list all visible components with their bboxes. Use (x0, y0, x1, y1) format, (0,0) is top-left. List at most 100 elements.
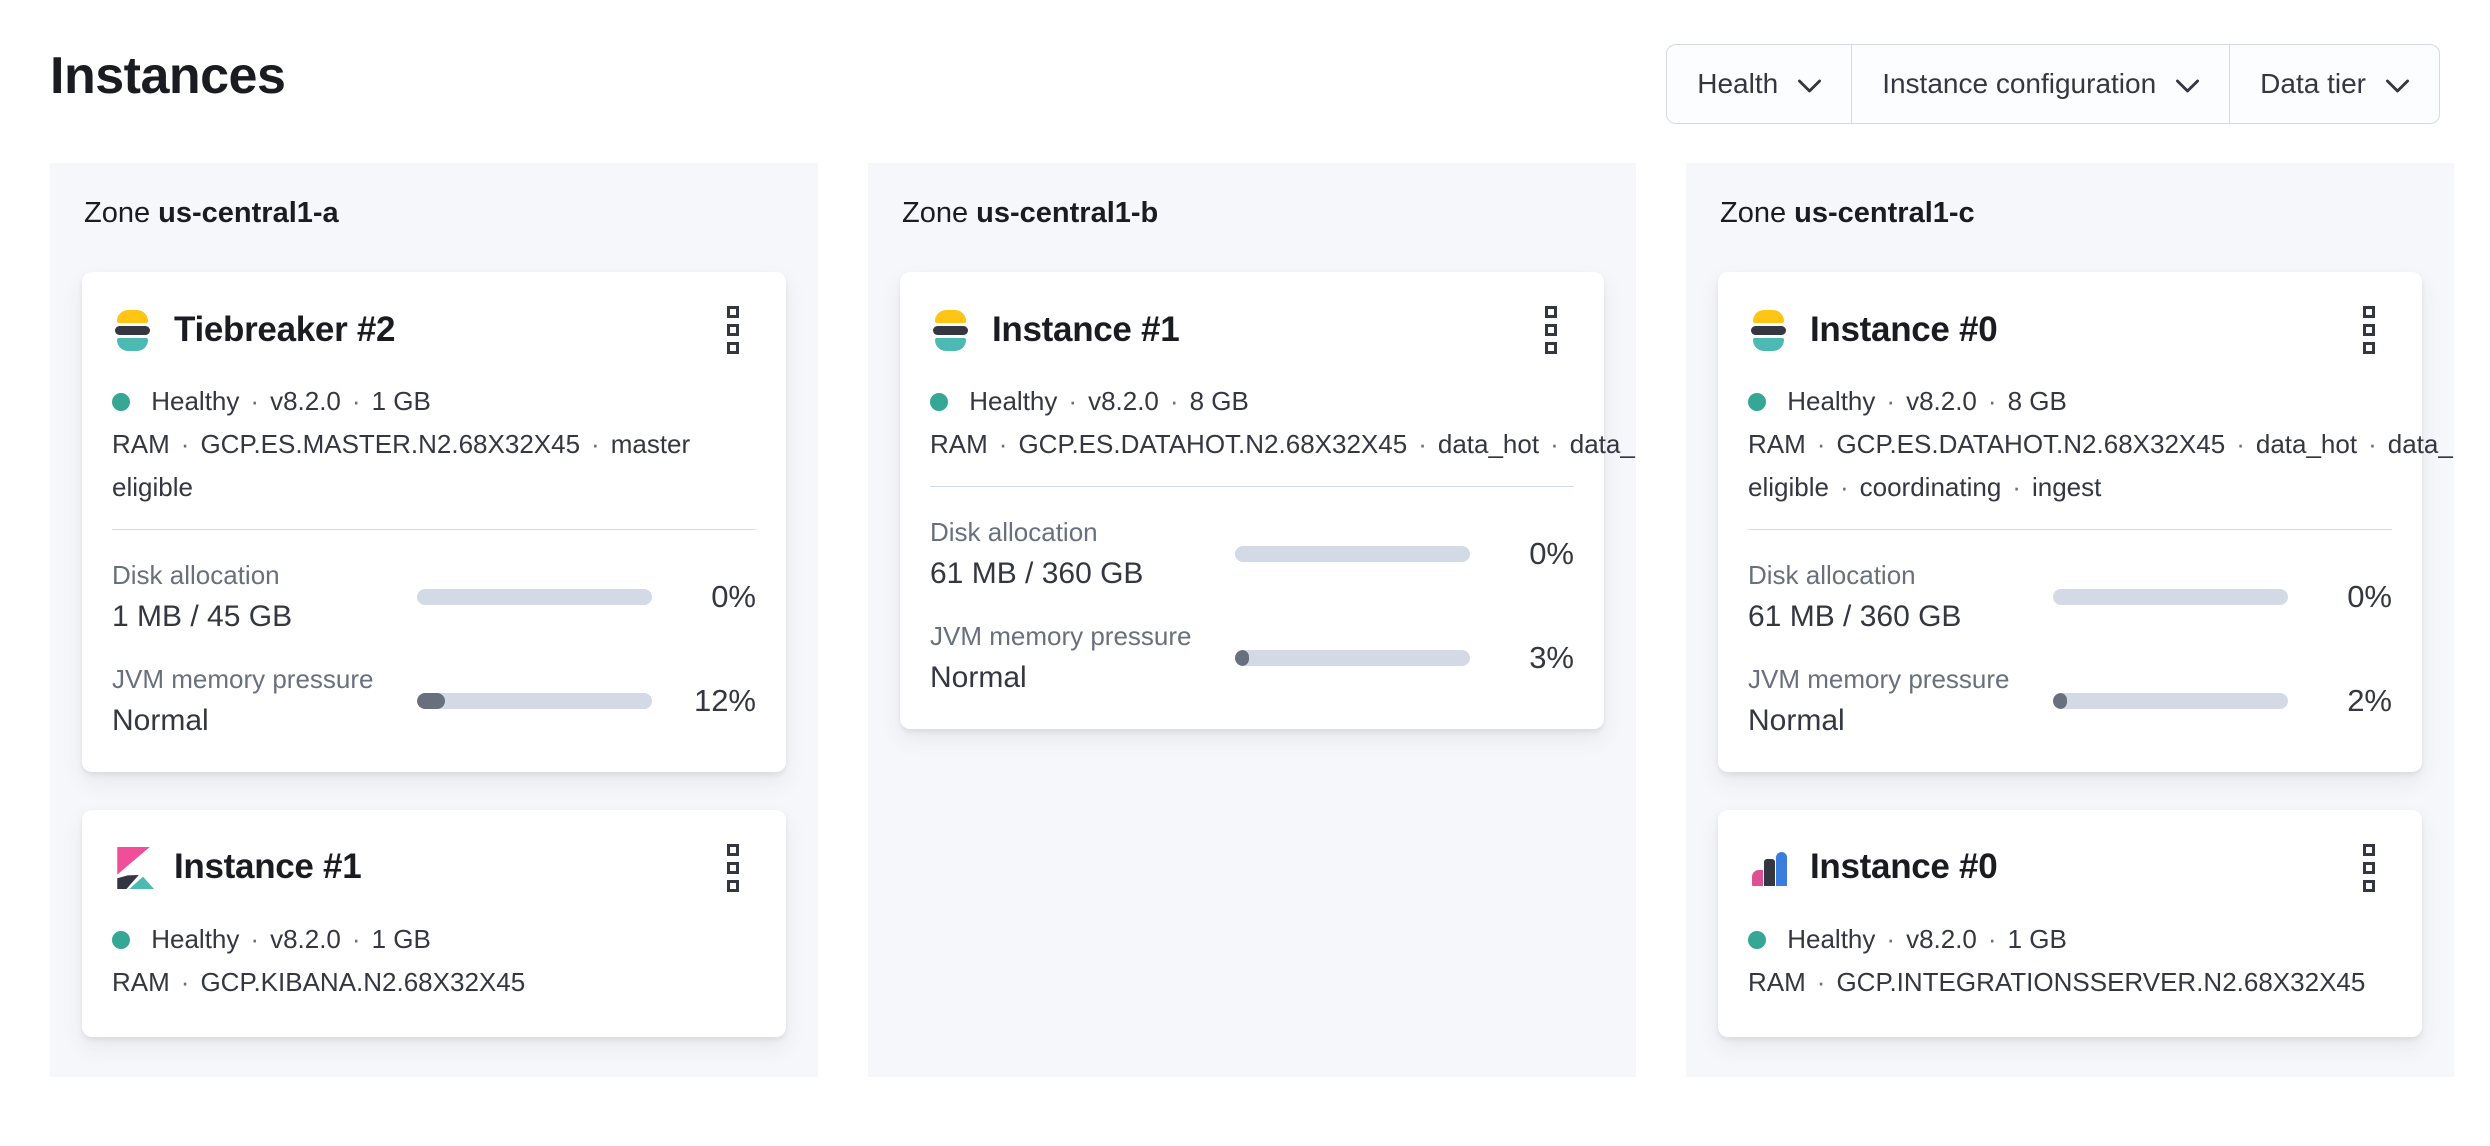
elasticsearch-icon (1748, 309, 1790, 351)
metrics: Disk allocation 61 MB / 360 GB 0% JVM me… (1748, 560, 2392, 738)
instance-menu-kebab-icon[interactable] (710, 842, 756, 894)
metric-row: Disk allocation 1 MB / 45 GB 0% (112, 560, 756, 634)
status-line: Healthy · v8.2.0 · 1 GB RAM · GCP.KIBANA.N2.68… (112, 918, 756, 1004)
instance-card: Instance #1 Healthy · v8.2.0 · 1 GB RAM · GCP.… (82, 809, 786, 1038)
dot-separator: · (180, 428, 190, 459)
zones: Zone us-central1-a Tiebreaker #2 (50, 163, 2454, 1077)
zone-panel: Zone us-central1-b Instance #1 (868, 163, 1636, 1077)
metric-bar-fill (1235, 649, 1249, 666)
status-item: 1 GB RAM (1748, 923, 2067, 997)
status-item: 8 GB RAM (1748, 386, 2067, 459)
instance-title: Tiebreaker #2 (174, 309, 396, 349)
metrics: Disk allocation 61 MB / 360 GB 0% JVM me… (930, 517, 1574, 695)
metric-bar-fill (2053, 692, 2067, 709)
zone-label: Zone us-central1-a (84, 197, 786, 230)
metric-label: Disk allocation (1748, 559, 1916, 590)
instance-menu-kebab-icon[interactable] (2346, 304, 2392, 356)
dot-separator: · (1550, 428, 1559, 459)
dot-separator: · (2012, 471, 2021, 502)
health-status-icon (112, 393, 130, 411)
status-item: coordinating (1859, 471, 2002, 502)
card-divider (1748, 528, 2392, 530)
zone-label-prefix: Zone (1720, 197, 1795, 229)
metric-progress-bar (2053, 588, 2288, 605)
metric-info: JVM memory pressure Normal (930, 621, 1235, 695)
dot-separator: · (1418, 428, 1427, 459)
dot-separator: · (1839, 471, 1849, 502)
dot-separator: · (180, 966, 190, 997)
metric-percent: 3% (1529, 639, 1574, 675)
dot-separator: · (351, 386, 361, 416)
metric-info: Disk allocation 1 MB / 45 GB (112, 560, 417, 634)
status-item: GCP.INTEGRATIONSSERVER.N2.68X32X45 (1836, 966, 2366, 997)
dot-separator: · (1886, 923, 1896, 954)
metric-progress-bar (417, 588, 652, 605)
filter-instance-configuration[interactable]: Instance configuration (1851, 45, 2229, 123)
status-item: Healthy (1787, 923, 1876, 954)
dot-separator: · (250, 386, 260, 416)
dot-separator: · (2236, 428, 2245, 459)
integrations-server-icon (1748, 847, 1790, 889)
health-status-icon (112, 930, 130, 949)
zone-panel: Zone us-central1-c Instance #0 (1686, 163, 2454, 1077)
metric-progress-bar (417, 692, 652, 709)
instance-menu-kebab-icon[interactable] (2346, 842, 2392, 894)
metric-percent: 0% (711, 578, 756, 614)
metric-info: JVM memory pressure Normal (1748, 664, 2053, 738)
dot-separator: · (250, 923, 260, 954)
metric-row: JVM memory pressure Normal 12% (112, 664, 756, 738)
filter-data-tier-label: Data tier (2260, 68, 2366, 99)
instance-menu-kebab-icon[interactable] (1528, 304, 1574, 356)
instance-menu-kebab-icon[interactable] (710, 304, 756, 356)
status-line: Healthy · v8.2.0 · 8 GB RAM · GCP.ES.DATAHOT.N… (1748, 380, 2454, 509)
health-status-icon (1748, 393, 1766, 411)
zone-panel: Zone us-central1-a Tiebreaker #2 (50, 163, 818, 1077)
dot-separator: · (1816, 966, 1826, 997)
status-item: v8.2.0 (1906, 386, 1977, 416)
metric-value: 61 MB / 360 GB (930, 556, 1144, 590)
dot-separator: · (351, 923, 361, 954)
zone-name: us-central1-b (976, 197, 1159, 229)
zone-name: us-central1-c (1794, 197, 1975, 229)
filter-data-tier[interactable]: Data tier (2229, 45, 2439, 123)
dot-separator: · (1987, 923, 1997, 954)
zone-label-prefix: Zone (902, 197, 977, 229)
health-status-icon (930, 393, 948, 411)
metric-percent: 12% (693, 682, 756, 718)
status-item: 1 GB RAM (112, 386, 431, 459)
metric-row: JVM memory pressure Normal 2% (1748, 664, 2392, 738)
metric-percent: 0% (2347, 578, 2392, 614)
metric-value: Normal (112, 703, 209, 737)
metric-progress-bar (1235, 545, 1470, 562)
health-status-icon (1748, 930, 1766, 949)
metric-label: JVM memory pressure (112, 663, 374, 694)
instance-card: Instance #0 Healthy · v8.2.0 · 1 GB RAM · GCP.… (1718, 809, 2422, 1038)
instance-title: Instance #0 (1810, 847, 1998, 887)
metric-label: Disk allocation (112, 559, 280, 590)
dot-separator: · (1886, 386, 1896, 416)
zone-label: Zone us-central1-c (1720, 197, 2422, 230)
elasticsearch-icon (930, 309, 972, 351)
status-line: Healthy · v8.2.0 · 1 GB RAM · GCP.INTEGRATIONS… (1748, 918, 2392, 1004)
status-line: Healthy · v8.2.0 · 8 GB RAM · GCP.ES.DATAHOT.N… (930, 380, 1636, 466)
kibana-icon (112, 846, 154, 889)
status-item: Healthy (151, 923, 240, 954)
metric-percent: 0% (1529, 535, 1574, 571)
zone-cards: Instance #0 Healthy · v8.2.0 · 8 GB RAM · GCP.… (1718, 272, 2454, 1038)
instance-card: Instance #0 Healthy · v8.2.0 · 8 GB RAM · GCP.… (1718, 272, 2454, 772)
status-item: v8.2.0 (270, 923, 341, 954)
status-item: v8.2.0 (270, 386, 341, 416)
filter-instance-configuration-label: Instance configuration (1882, 68, 2157, 99)
filter-health[interactable]: Health (1667, 45, 1851, 123)
zone-name: us-central1-a (158, 197, 339, 229)
metric-info: Disk allocation 61 MB / 360 GB (1748, 560, 2053, 634)
card-header: Tiebreaker #2 (112, 304, 756, 356)
status-item: 8 GB RAM (930, 386, 1249, 459)
dot-separator: · (1987, 386, 1997, 416)
metric-row: Disk allocation 61 MB / 360 GB 0% (930, 517, 1574, 591)
metric-progress-bar (1235, 649, 1470, 666)
dot-separator: · (2368, 428, 2377, 459)
instance-card: Instance #1 Healthy · v8.2.0 · 8 GB RAM · GCP.… (900, 272, 1636, 729)
metric-label: Disk allocation (930, 516, 1098, 547)
card-divider (112, 528, 756, 530)
